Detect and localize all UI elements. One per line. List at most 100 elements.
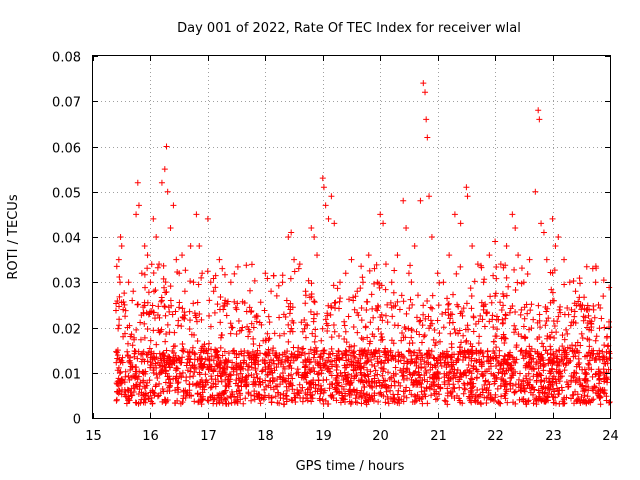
data-point bbox=[416, 318, 423, 325]
data-point bbox=[585, 360, 592, 367]
data-point bbox=[542, 322, 549, 329]
data-point bbox=[285, 234, 292, 240]
data-point bbox=[536, 311, 543, 318]
data-point bbox=[544, 350, 551, 357]
data-point bbox=[195, 399, 202, 406]
data-point bbox=[561, 256, 568, 263]
data-point bbox=[126, 322, 133, 329]
data-point bbox=[295, 390, 302, 397]
data-point bbox=[363, 306, 370, 313]
data-point bbox=[314, 252, 321, 259]
data-point bbox=[287, 381, 294, 388]
data-point bbox=[170, 343, 177, 350]
data-point bbox=[355, 377, 362, 384]
data-point bbox=[347, 388, 354, 395]
x-tick-label: 15 bbox=[85, 429, 102, 444]
data-point bbox=[303, 361, 310, 368]
data-point bbox=[144, 325, 151, 332]
data-point bbox=[515, 252, 522, 259]
data-point bbox=[593, 333, 600, 340]
data-point bbox=[175, 379, 182, 386]
data-point bbox=[153, 382, 160, 389]
data-point bbox=[502, 378, 509, 385]
data-point bbox=[250, 335, 257, 342]
data-point bbox=[163, 347, 170, 354]
data-point bbox=[299, 328, 306, 335]
data-point bbox=[363, 351, 370, 358]
data-point bbox=[129, 363, 136, 370]
data-point bbox=[586, 306, 593, 313]
data-point bbox=[422, 89, 429, 96]
data-point bbox=[214, 394, 221, 401]
data-point bbox=[385, 400, 392, 407]
data-point bbox=[350, 387, 357, 394]
data-point bbox=[179, 341, 186, 348]
data-point bbox=[223, 400, 230, 407]
data-point bbox=[575, 355, 582, 362]
data-point bbox=[175, 322, 182, 329]
data-point bbox=[354, 359, 360, 366]
data-point bbox=[328, 334, 335, 341]
data-point bbox=[160, 262, 167, 269]
data-point bbox=[424, 298, 431, 305]
data-point bbox=[259, 379, 266, 386]
data-point bbox=[359, 279, 366, 286]
data-point bbox=[219, 332, 226, 339]
data-point bbox=[468, 305, 475, 312]
data-point bbox=[533, 395, 540, 402]
data-point bbox=[500, 293, 507, 300]
data-point bbox=[195, 281, 202, 288]
data-point bbox=[124, 348, 131, 355]
data-point bbox=[487, 363, 494, 370]
data-point bbox=[341, 336, 348, 343]
data-point bbox=[484, 309, 491, 316]
data-point bbox=[267, 384, 274, 391]
data-point bbox=[114, 352, 121, 359]
data-point bbox=[287, 300, 294, 307]
data-point bbox=[152, 383, 159, 390]
data-point bbox=[152, 360, 159, 367]
data-point bbox=[150, 270, 157, 277]
data-point bbox=[382, 384, 389, 391]
data-point bbox=[382, 399, 389, 406]
data-point bbox=[521, 333, 528, 340]
data-point bbox=[350, 349, 357, 356]
data-point bbox=[288, 365, 295, 372]
data-point bbox=[545, 360, 552, 367]
data-point bbox=[448, 388, 455, 395]
data-point bbox=[321, 347, 328, 354]
data-point bbox=[480, 372, 487, 379]
y-tick-label: 0.07 bbox=[52, 96, 81, 111]
data-point bbox=[188, 331, 195, 338]
data-point bbox=[184, 367, 191, 374]
data-point bbox=[427, 361, 434, 368]
data-point bbox=[456, 327, 463, 334]
y-axis-label: ROTI / TECUs bbox=[6, 194, 21, 279]
data-point bbox=[476, 393, 483, 400]
data-point bbox=[153, 354, 160, 361]
data-point bbox=[280, 390, 287, 397]
data-point bbox=[324, 365, 331, 372]
data-point bbox=[588, 397, 595, 404]
data-point bbox=[222, 377, 229, 384]
data-point bbox=[569, 392, 576, 399]
data-point bbox=[576, 275, 583, 282]
data-point bbox=[243, 381, 250, 388]
data-point bbox=[220, 369, 227, 376]
data-point bbox=[571, 308, 578, 315]
data-point bbox=[243, 360, 250, 367]
data-point bbox=[546, 333, 553, 340]
data-point bbox=[121, 391, 128, 398]
y-tick-label: 0 bbox=[73, 413, 81, 428]
data-point bbox=[145, 349, 152, 356]
data-point bbox=[289, 317, 296, 324]
data-point bbox=[179, 252, 186, 259]
data-point bbox=[380, 220, 387, 227]
data-point bbox=[561, 367, 568, 374]
data-point bbox=[354, 288, 361, 295]
data-point bbox=[603, 349, 610, 356]
data-point bbox=[365, 252, 372, 259]
data-point bbox=[501, 339, 508, 346]
data-point bbox=[463, 337, 470, 344]
data-point bbox=[511, 389, 518, 396]
